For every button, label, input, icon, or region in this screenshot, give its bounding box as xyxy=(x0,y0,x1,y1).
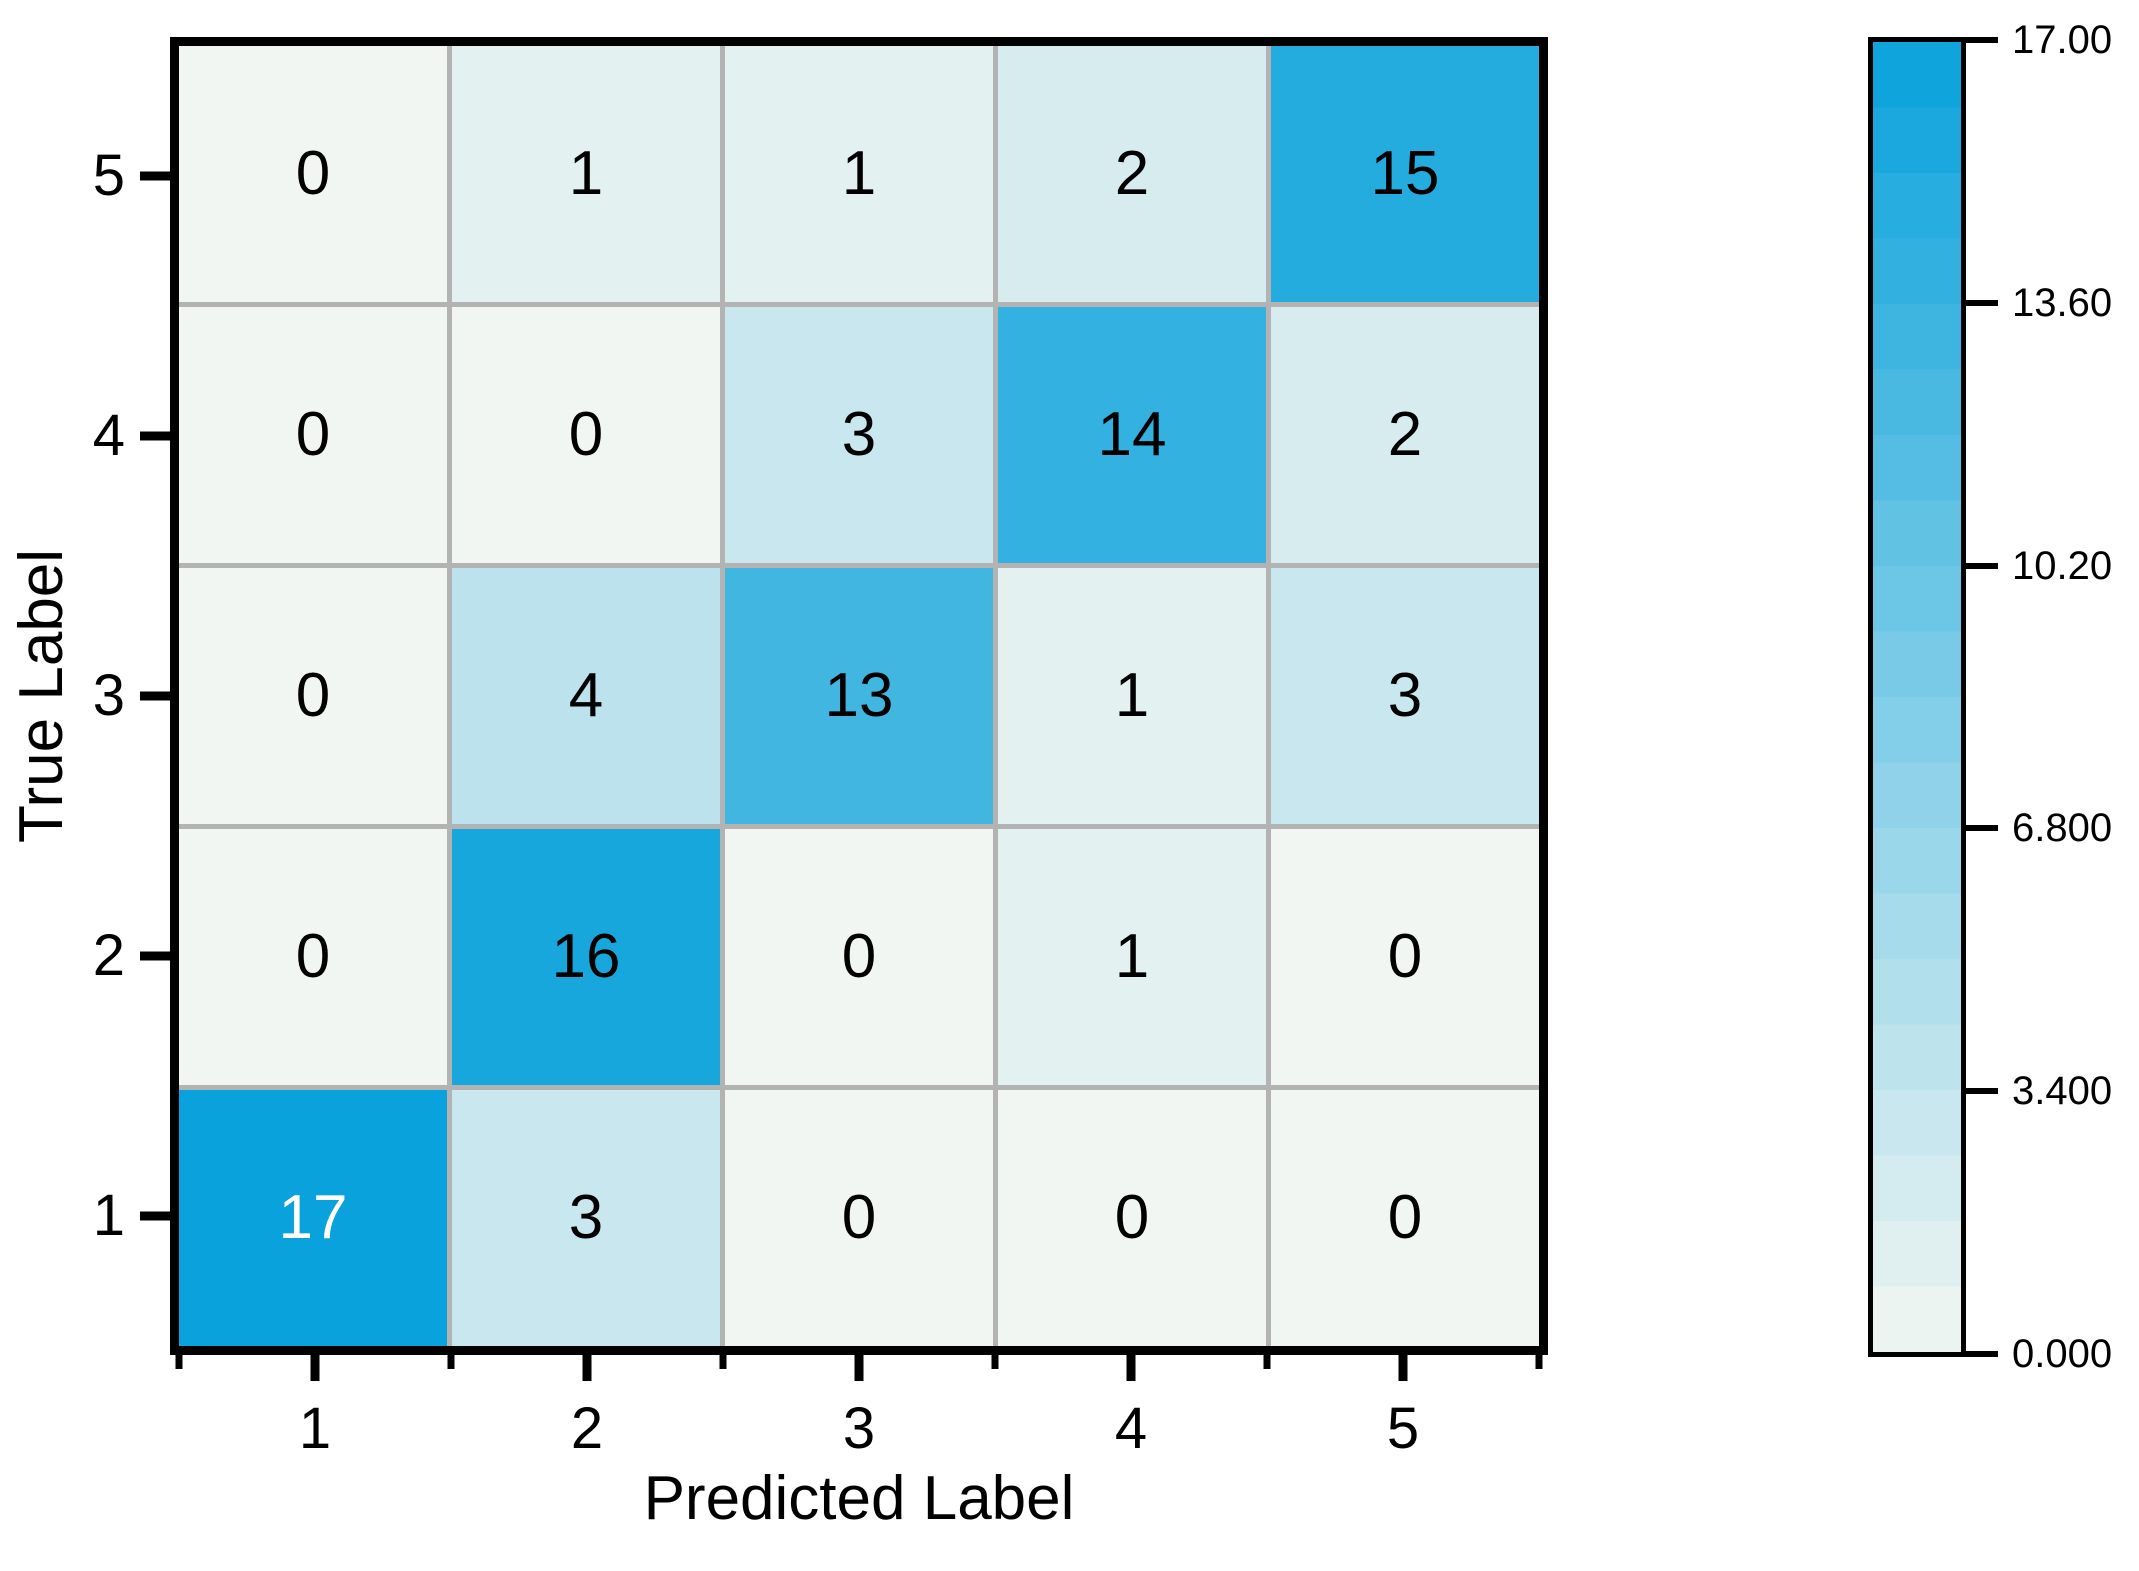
heatmap-cell: 4 xyxy=(452,568,720,824)
x-axis-tick-label: 4 xyxy=(1114,1396,1148,1461)
x-axis-tick-label: 1 xyxy=(298,1396,332,1461)
colorbar-tick xyxy=(1964,1351,1998,1357)
heatmap-cell: 0 xyxy=(725,829,993,1085)
heatmap-cell: 3 xyxy=(725,307,993,563)
x-axis-tick-label: 2 xyxy=(570,1396,604,1461)
colorbar-tick xyxy=(1964,1088,1998,1095)
heatmap-cell: 0 xyxy=(998,1090,1266,1346)
colorbar-tick-label: 17.00 xyxy=(2012,18,2113,62)
colorbar-tick xyxy=(1964,37,1998,43)
x-axis-tick-label: 3 xyxy=(842,1396,876,1461)
heatmap-cell: 0 xyxy=(179,829,447,1085)
y-axis-tick xyxy=(140,431,170,441)
colorbar-tick-label: 13.60 xyxy=(2012,280,2113,325)
heatmap-cell: 0 xyxy=(452,307,720,563)
heatmap-cell: 0 xyxy=(1271,829,1539,1085)
y-axis-tick xyxy=(140,1211,170,1221)
heatmap-cell: 0 xyxy=(1271,1090,1539,1346)
colorbar-tick xyxy=(1964,299,1998,306)
heatmap-grid: 0 1 1 2 15 0 0 3 14 2 0 4 13 1 3 0 16 0 1 0 17 3 0 0 0 xyxy=(170,37,1548,1355)
colorbar-tick xyxy=(1964,562,1998,569)
heatmap-cell: 1 xyxy=(725,46,993,302)
x-axis-tick xyxy=(1126,1355,1136,1381)
colorbar-tick-label: 3.400 xyxy=(2012,1069,2113,1114)
x-axis-minor-tick xyxy=(1535,1355,1543,1369)
y-axis-tick-label: 4 xyxy=(92,403,125,468)
x-axis-minor-tick xyxy=(1263,1355,1271,1369)
y-axis-tick-label: 5 xyxy=(92,143,125,208)
x-axis-minor-tick xyxy=(719,1355,727,1369)
heatmap-cell: 3 xyxy=(452,1090,720,1346)
heatmap-cell: 1 xyxy=(452,46,720,302)
y-axis-tick-label: 3 xyxy=(92,663,125,728)
heatmap-cell: 2 xyxy=(1271,307,1539,563)
x-axis-tick xyxy=(582,1355,592,1381)
heatmap-cell: 14 xyxy=(998,307,1266,563)
heatmap-cell: 16 xyxy=(452,829,720,1085)
heatmap-cell: 0 xyxy=(179,568,447,824)
x-axis-tick xyxy=(854,1355,864,1381)
x-axis-title: Predicted Label xyxy=(643,1464,1075,1533)
heatmap-cell: 0 xyxy=(179,307,447,563)
x-axis-tick xyxy=(1398,1355,1408,1381)
colorbar-tick-label: 10.20 xyxy=(2012,543,2113,588)
x-axis-tick-label: 5 xyxy=(1386,1396,1420,1461)
y-axis-tick-label: 1 xyxy=(92,1183,125,1248)
heatmap-cell: 0 xyxy=(725,1090,993,1346)
heatmap-cell: 17 xyxy=(179,1090,447,1346)
x-axis-minor-tick xyxy=(175,1355,183,1369)
y-axis-tick xyxy=(140,171,170,181)
colorbar-tick-label: 6.800 xyxy=(2012,806,2113,851)
x-axis-minor-tick xyxy=(991,1355,999,1369)
colorbar-tick-label: 0.000 xyxy=(2012,1332,2113,1376)
colorbar-tick xyxy=(1964,825,1998,832)
heatmap-cell: 1 xyxy=(998,829,1266,1085)
heatmap-cell: 13 xyxy=(725,568,993,824)
y-axis-tick xyxy=(140,951,170,961)
heatmap-cell: 3 xyxy=(1271,568,1539,824)
x-axis-tick xyxy=(310,1355,320,1381)
heatmap-cell: 15 xyxy=(1271,46,1539,302)
heatmap-cell: 2 xyxy=(998,46,1266,302)
y-axis-tick xyxy=(140,691,170,701)
heatmap-cell: 0 xyxy=(179,46,447,302)
y-axis-tick-label: 2 xyxy=(92,923,125,988)
x-axis-minor-tick xyxy=(447,1355,455,1369)
heatmap-cell: 1 xyxy=(998,568,1266,824)
colorbar xyxy=(1868,37,1966,1357)
